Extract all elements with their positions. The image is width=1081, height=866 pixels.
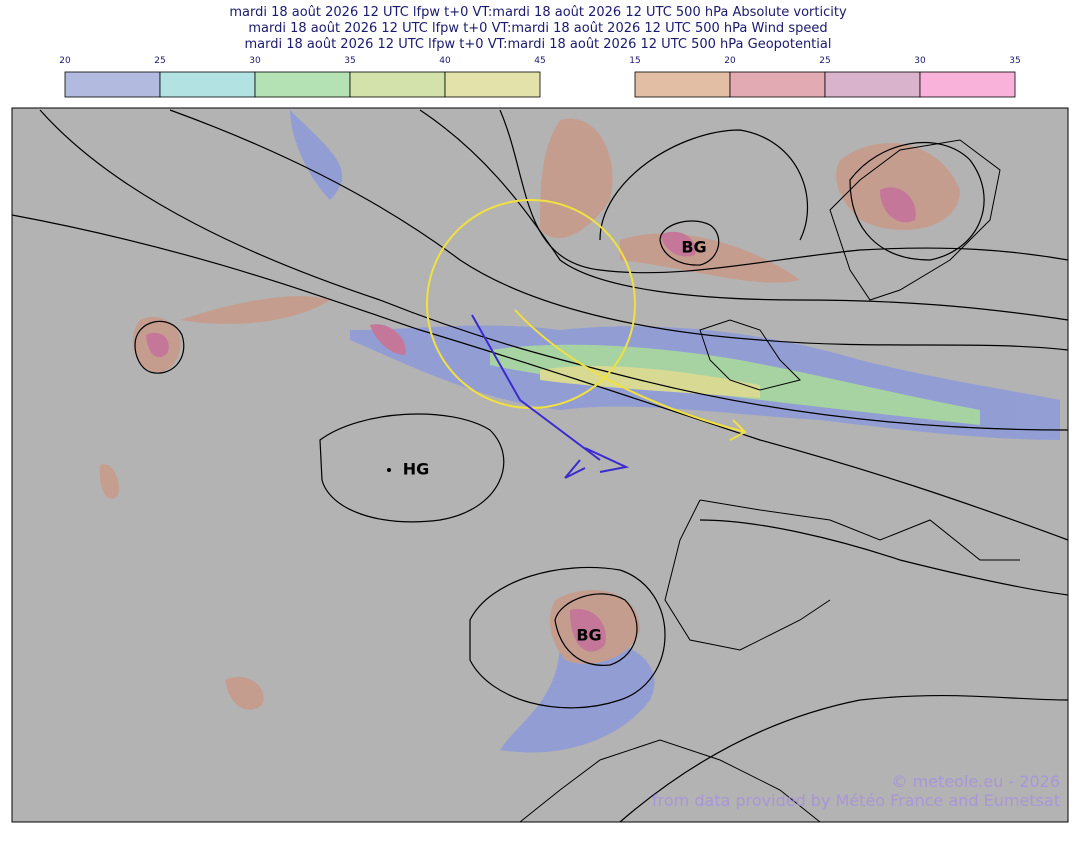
colorbar-segment [159, 71, 256, 98]
map: BG HG BG © meteole.eu - 2026 from data p… [11, 107, 1069, 823]
colorbar-segment [919, 71, 1016, 98]
colorbar-tick-label: 45 [534, 56, 545, 66]
colorbar-tick-label: 20 [724, 56, 736, 66]
vorticity-area [500, 638, 655, 753]
colorbar-tick-label: 35 [344, 56, 355, 66]
colorbar-segment [634, 71, 731, 98]
vorticity-area [290, 110, 343, 200]
colorbar-segment [254, 71, 351, 98]
colorbar-segment [64, 71, 161, 98]
credit: from data provided by Météo France and E… [652, 791, 1060, 810]
colorbar-segment [729, 71, 826, 98]
coastlines [519, 139, 1020, 823]
colorbar-tick-label: 30 [249, 56, 261, 66]
header-line: mardi 18 août 2026 12 UTC lfpw t+0 VT:ma… [248, 21, 827, 36]
colorbar-tick-label: 20 [59, 56, 71, 66]
colorbar-tick-label: 15 [629, 56, 640, 66]
wind-area [180, 118, 960, 664]
low-label: BG [681, 238, 706, 257]
colorbar-tick-label: 30 [914, 56, 926, 66]
low-label: BG [576, 626, 601, 645]
colorbar-tick-label: 35 [1009, 56, 1020, 66]
header-line: mardi 18 août 2026 12 UTC lfpw t+0 VT:ma… [245, 37, 832, 52]
colorbar-segment [444, 71, 541, 98]
colorbar-tick-label: 25 [154, 56, 165, 66]
center-dot [387, 468, 391, 472]
colorbar-tick-label: 25 [819, 56, 830, 66]
colorbar-segment [824, 71, 921, 98]
high-label: HG [403, 460, 430, 479]
colorbar-segment [349, 71, 446, 98]
geopotential-contours [11, 109, 1069, 823]
blue-arrow [471, 314, 630, 479]
annotations [387, 199, 747, 479]
colorbar-tick-label: 40 [439, 56, 451, 66]
wind-vorticity-fields [99, 110, 1060, 753]
colorbars: 20 25 30 35 40 45 15 20 25 30 35 [59, 56, 1021, 98]
header-line: mardi 18 août 2026 12 UTC lfpw t+0 VT:ma… [229, 5, 847, 20]
credit: © meteole.eu - 2026 [892, 772, 1060, 791]
yellow-arrow [514, 309, 747, 441]
